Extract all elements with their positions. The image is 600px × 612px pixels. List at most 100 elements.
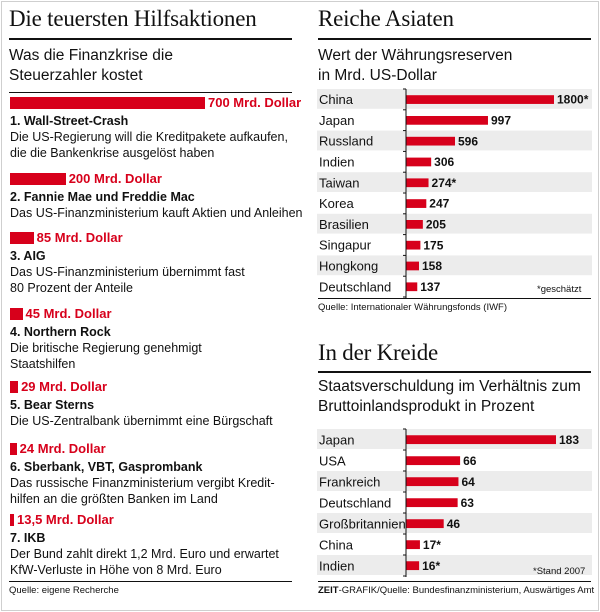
bailout-description: Das US-Finanzministerium kauft Aktien un… [10, 206, 303, 220]
debt-subtitle: Staatsverschuldung im Verhältnis zum Bru… [318, 378, 581, 415]
left-title: Die teuersten Hilfsaktionen [9, 6, 257, 31]
bailout-amount: 45 Mrd. Dollar [25, 306, 112, 321]
value-bar [406, 240, 421, 250]
category-label: Japan [319, 113, 354, 128]
bailout-amount: 13,5 Mrd. Dollar [17, 512, 114, 527]
bailout-amount: 200 Mrd. Dollar [68, 171, 162, 186]
row-band [317, 513, 592, 533]
category-label: Taiwan [319, 175, 359, 190]
category-label: Deutschland [319, 279, 391, 294]
value-label: 205 [426, 218, 446, 232]
bailout-bar [10, 232, 34, 244]
bailout-bar [10, 308, 23, 320]
left-subtitle-rule [9, 92, 292, 93]
bailout-description: Die US-Zentralbank übernimmt eine Bürgsc… [10, 414, 273, 428]
row-band [317, 555, 592, 575]
bailout-amount: 24 Mrd. Dollar [19, 441, 106, 456]
value-bar [406, 220, 423, 229]
debt-title: In der Kreide [318, 340, 439, 365]
asia-reserves-chart: China 1800* Japan 997 Russland 596 Indien 306 Ta… [317, 88, 592, 298]
left-title-rule [9, 38, 292, 40]
bailout-title: 1. Wall-Street-Crash [10, 114, 129, 128]
value-bar [406, 95, 554, 104]
value-bar [406, 477, 459, 487]
value-bar [406, 540, 420, 550]
value-bar [406, 498, 458, 508]
value-label: 66 [463, 454, 477, 468]
value-label: 596 [458, 134, 478, 148]
category-label: China [319, 537, 354, 552]
bailout-description: Die britische Regierung genehmigt Staats… [10, 341, 202, 371]
value-bar [406, 456, 461, 466]
value-label: 17* [423, 538, 441, 552]
debt-title-rule [318, 371, 591, 373]
value-bar [406, 261, 419, 271]
asia-bottom-rule [318, 298, 591, 299]
value-bar [406, 178, 429, 188]
category-label: Korea [319, 196, 354, 211]
bailout-bar [10, 173, 66, 185]
value-bar [406, 561, 420, 571]
bailout-amount: 700 Mrd. Dollar [208, 95, 302, 110]
bailout-bar [10, 514, 14, 526]
asia-source: Quelle: Internationaler Währungsfonds (I… [318, 302, 508, 313]
value-bar [406, 116, 488, 125]
row-band [317, 255, 592, 276]
bailout-description: Der Bund zahlt direkt 1,2 Mrd. Euro und … [10, 547, 279, 577]
value-label: 63 [461, 496, 475, 510]
value-label: 175 [423, 238, 443, 252]
value-label: 183 [559, 433, 579, 447]
debt-source: ZEIT-GRAFIK/Quelle: Bundesfinanzminister… [318, 585, 594, 596]
asia-title: Reiche Asiaten [318, 6, 454, 31]
debt-note: *Stand 2007 [533, 566, 586, 577]
category-label: Frankreich [319, 474, 380, 489]
bailout-title: 2. Fannie Mae und Freddie Mac [10, 190, 195, 204]
asia-title-rule [318, 38, 591, 40]
bailout-title: 3. AIG [10, 249, 46, 263]
value-bar [406, 199, 427, 208]
category-label: China [319, 92, 354, 107]
category-label: Hongkong [319, 259, 378, 274]
value-label: 137 [420, 280, 440, 294]
bailout-bar [10, 97, 205, 109]
value-label: 997 [491, 114, 511, 128]
value-bar [406, 519, 444, 529]
value-label: 64 [461, 475, 475, 489]
value-bar [406, 157, 432, 167]
left-subtitle: Was die Finanzkrise die Steuerzahler kos… [9, 47, 173, 84]
debt-ratio-chart: Japan 183 USA 66 Frankreich 64 Deutschland 63 Gr… [317, 428, 592, 577]
bailout-description: Die US-Regierung will die Kreditpakete a… [10, 130, 288, 160]
value-label: 247 [429, 197, 449, 211]
category-label: Großbritannien [319, 516, 406, 531]
category-label: Japan [319, 432, 354, 447]
category-label: USA [319, 453, 346, 468]
category-label: Deutschland [319, 495, 391, 510]
bailout-description: Das russische Finanzministerium vergibt … [10, 476, 275, 506]
bailout-title: 5. Bear Sterns [10, 398, 95, 412]
bailout-amount: 85 Mrd. Dollar [36, 230, 123, 245]
left-bottom-rule [9, 581, 292, 582]
value-bar [406, 136, 456, 146]
category-label: Indien [319, 558, 354, 573]
bailout-title: 4. Northern Rock [10, 325, 111, 339]
zeit-brand: ZEIT [318, 585, 339, 596]
left-source: Quelle: eigene Recherche [9, 585, 119, 596]
category-label: Singapur [319, 238, 372, 253]
bailout-description: Das US-Finanzministerium übernimmt fast … [10, 265, 245, 295]
value-label: 158 [422, 259, 442, 273]
row-band [317, 213, 592, 234]
value-label: 274* [432, 176, 457, 190]
value-label: 306 [434, 155, 454, 169]
bailout-bar [10, 443, 17, 455]
bailout-title: 6. Sberbank, VBT, Gasprombank [10, 460, 203, 474]
value-bar [406, 435, 556, 445]
value-label: 46 [447, 517, 461, 531]
value-bar [406, 282, 418, 292]
bailout-title: 7. IKB [10, 531, 46, 545]
bailout-amount: 29 Mrd. Dollar [21, 379, 108, 394]
asia-note: *geschätzt [537, 284, 582, 295]
value-label: 1800* [557, 93, 589, 107]
category-label: Brasilien [319, 217, 369, 232]
debt-bottom-rule [318, 581, 591, 582]
